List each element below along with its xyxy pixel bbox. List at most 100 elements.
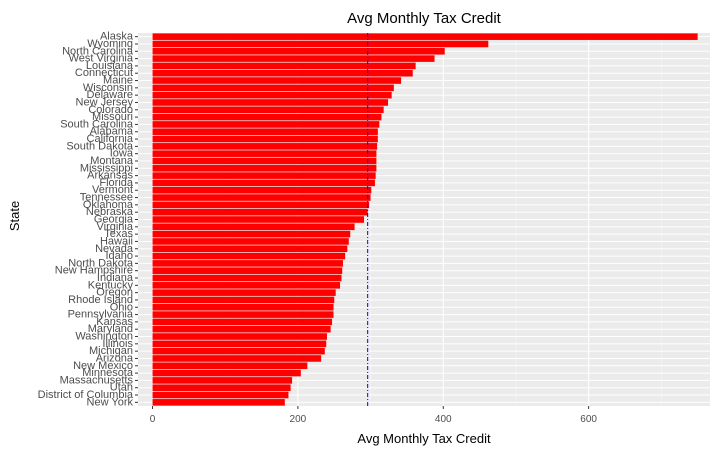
bar-maine	[152, 77, 402, 84]
y-tick-label: Alaska	[100, 31, 134, 43]
bar-washington	[152, 333, 327, 340]
y-tick-label: South Carolina	[60, 118, 134, 130]
bar-virginia	[152, 223, 355, 231]
bar-south-carolina	[152, 121, 380, 128]
y-tick-label: Kansas	[96, 316, 133, 328]
y-tick-label: Maryland	[88, 323, 133, 335]
y-tick-label: Oregon	[96, 287, 133, 299]
bar-indiana	[152, 274, 342, 282]
bar-west-virginia	[152, 55, 435, 62]
bar-north-dakota	[152, 260, 343, 267]
bar-alabama	[152, 128, 378, 136]
y-tick-label: Iowa	[110, 148, 134, 160]
bar-minnesota	[152, 369, 301, 377]
y-tick-label: North Dakota	[68, 257, 134, 269]
bar-district-of-columbia	[152, 391, 289, 399]
bar-oklahoma	[152, 201, 370, 209]
y-tick-label: Arizona	[96, 352, 134, 364]
y-tick-label: Alabama	[90, 126, 134, 138]
bar-hawaii	[152, 238, 349, 245]
bar-south-dakota	[152, 143, 378, 150]
bar-kansas	[152, 318, 333, 326]
bar-texas	[152, 230, 351, 238]
y-tick-label: Missouri	[92, 111, 133, 123]
y-tick-label: New Hampshire	[55, 265, 133, 277]
y-tick-label: Connecticut	[75, 67, 133, 79]
bar-tennessee	[152, 194, 371, 201]
bar-north-carolina	[152, 47, 445, 55]
y-tick-label: Maine	[103, 75, 133, 87]
bar-michigan	[152, 347, 325, 355]
bar-ohio	[152, 303, 334, 311]
bar-arizona	[152, 355, 322, 362]
y-tick-label: North Carolina	[62, 45, 134, 57]
x-tick-label: 0	[150, 414, 156, 425]
bar-florida	[152, 179, 375, 187]
bar-new-mexico	[152, 362, 308, 370]
bar-illinois	[152, 340, 327, 348]
y-tick-label: Wyoming	[87, 38, 133, 50]
y-tick-label: Pennsylvania	[68, 309, 134, 321]
bar-maryland	[152, 325, 331, 333]
y-tick-label: New Jersey	[76, 96, 134, 108]
bar-nebraska	[152, 208, 368, 216]
y-tick-label: Kentucky	[88, 279, 134, 291]
y-tick-label: Texas	[104, 228, 133, 240]
bar-missouri	[152, 113, 382, 121]
bar-new-york	[152, 399, 285, 406]
bar-iowa	[152, 150, 377, 157]
bar-delaware	[152, 91, 392, 99]
bar-new-jersey	[152, 99, 389, 106]
y-tick-label: Washington	[75, 331, 133, 343]
y-tick-label: Florida	[99, 177, 134, 189]
y-tick-label: Indiana	[97, 272, 134, 284]
bar-new-hampshire	[152, 267, 343, 274]
y-tick-label: Delaware	[87, 89, 133, 101]
y-tick-label: California	[87, 133, 134, 145]
x-tick-label: 400	[435, 414, 452, 425]
y-tick-label: Colorado	[88, 104, 133, 116]
bar-colorado	[152, 106, 384, 114]
x-tick-label: 600	[580, 414, 597, 425]
bars	[152, 33, 698, 406]
bar-alaska	[152, 33, 698, 40]
y-tick-label: Arkansas	[87, 170, 133, 182]
bar-wisconsin	[152, 84, 394, 92]
y-tick-label: District of Columbia	[38, 389, 134, 401]
bar-kentucky	[152, 282, 341, 289]
y-tick-label: Hawaii	[100, 235, 133, 247]
y-tick-label: Mississippi	[80, 162, 133, 174]
y-tick-label: Louisiana	[86, 60, 134, 72]
y-tick-label: Michigan	[89, 345, 133, 357]
bar-mississippi	[152, 165, 377, 172]
y-tick-label: Illinois	[102, 338, 133, 350]
y-tick-label: Ohio	[110, 301, 133, 313]
y-tick-label: Nevada	[95, 243, 134, 255]
x-axis-title: Avg Monthly Tax Credit	[357, 431, 491, 446]
y-tick-label: Minnesota	[82, 367, 134, 379]
y-tick-label: Utah	[110, 382, 133, 394]
bar-california	[152, 135, 378, 143]
y-tick-label: Nebraska	[86, 206, 134, 218]
bar-massachusetts	[152, 377, 293, 384]
bar-wyoming	[152, 40, 489, 48]
bar-oregon	[152, 289, 336, 296]
y-tick-label: West Virginia	[69, 53, 134, 65]
y-tick-label: Georgia	[94, 214, 134, 226]
y-tick-label: Wisconsin	[83, 82, 133, 94]
bar-utah	[152, 384, 291, 392]
y-tick-label: Montana	[90, 155, 134, 167]
bar-georgia	[152, 216, 365, 223]
bar-rhode-island	[152, 296, 335, 304]
y-tick-label: South Dakota	[66, 140, 134, 152]
bar-louisiana	[152, 62, 416, 70]
bar-arkansas	[152, 172, 376, 179]
y-tick-label: New Mexico	[73, 360, 133, 372]
y-tick-label: Massachusetts	[60, 374, 134, 386]
y-tick-label: Tennessee	[80, 192, 133, 204]
y-tick-label: Idaho	[105, 250, 133, 262]
bar-connecticut	[152, 69, 413, 77]
